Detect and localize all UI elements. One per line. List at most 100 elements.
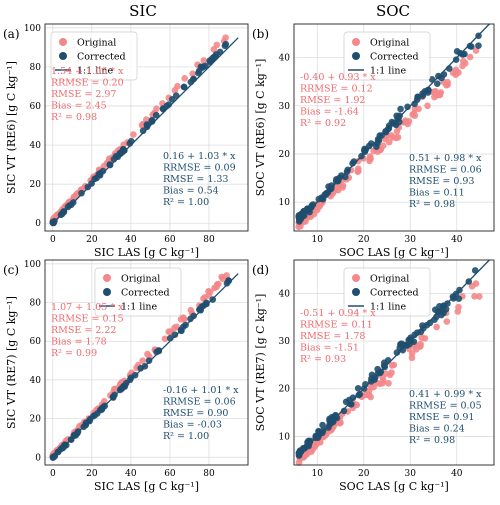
original-point bbox=[218, 273, 225, 281]
y-tick-label: 60 bbox=[30, 102, 42, 112]
one-to-one-line bbox=[298, 259, 490, 456]
original-point bbox=[200, 57, 208, 64]
x-tick-label: 80 bbox=[203, 235, 215, 245]
y-tick-label: 10 bbox=[279, 432, 291, 442]
x-tick-label: 0 bbox=[50, 469, 56, 479]
y-tick-label: 80 bbox=[30, 63, 42, 73]
legend-corrected-marker bbox=[352, 52, 360, 60]
one-to-one-line bbox=[52, 37, 239, 224]
original-point bbox=[179, 314, 187, 321]
corrected-point bbox=[137, 364, 144, 372]
corrected-point bbox=[152, 111, 160, 119]
x-tick-label: 20 bbox=[358, 235, 370, 245]
legend-original-label: Original bbox=[370, 274, 409, 285]
corrected-point bbox=[319, 421, 326, 429]
y-tick-label: 80 bbox=[30, 299, 42, 309]
original-point bbox=[431, 93, 438, 101]
original-point bbox=[100, 162, 108, 170]
stats-corrected-line: RRMSE = 0.06 bbox=[163, 397, 236, 408]
original-point bbox=[389, 134, 397, 141]
corrected-point bbox=[118, 149, 126, 156]
x-tick-label: 80 bbox=[203, 469, 215, 479]
stats-corrected-line: -0.16 + 1.01 * x bbox=[163, 385, 239, 396]
stats-original-line: R² = 0.98 bbox=[51, 112, 97, 123]
corrected-point bbox=[197, 63, 205, 71]
original-point bbox=[313, 440, 320, 448]
corrected-point bbox=[393, 349, 401, 356]
corrected-point bbox=[466, 42, 474, 50]
stats-original-line: RRMSE = 0.20 bbox=[51, 78, 124, 89]
stats-corrected-line: RRMSE = 0.09 bbox=[163, 163, 236, 174]
original-point bbox=[408, 349, 416, 357]
original-point bbox=[412, 346, 420, 353]
corrected-point bbox=[399, 346, 407, 354]
original-point bbox=[405, 117, 413, 125]
y-tick-label: 10 bbox=[279, 198, 291, 208]
stats-corrected-line: 0.41 + 0.99 * x bbox=[409, 389, 482, 400]
x-axis-label: SOC LAS [g C kg⁻¹] bbox=[339, 246, 449, 259]
stats-corrected-line: Bias = 0.11 bbox=[409, 188, 465, 199]
corrected-point bbox=[354, 384, 362, 392]
original-point bbox=[376, 380, 384, 387]
stats-corrected-line: RMSE = 0.91 bbox=[409, 412, 474, 423]
panel-c: 0 20 40 60 80 0 20 40 60 80 100 (c) Original Correcte… bbox=[3, 259, 249, 493]
corrected-point bbox=[143, 121, 151, 128]
original-point bbox=[443, 318, 451, 325]
stats-corrected-line: RMSE = 1.33 bbox=[163, 174, 228, 185]
corrected-point bbox=[398, 340, 405, 347]
original-point bbox=[171, 87, 179, 94]
panel-label: (c) bbox=[3, 263, 19, 277]
y-tick-label: 20 bbox=[30, 180, 42, 190]
original-point bbox=[210, 46, 218, 53]
legend-original-label: Original bbox=[121, 274, 160, 285]
plot-frame bbox=[293, 23, 495, 232]
panel-a: 0 20 40 60 80 0 20 40 60 80 100 (a) Original Correcte… bbox=[3, 23, 249, 259]
stats-corrected-line: Bias = -0.03 bbox=[163, 420, 222, 431]
x-tick-label: 20 bbox=[86, 235, 98, 245]
x-tick-label: 40 bbox=[451, 235, 463, 245]
legend-original-marker bbox=[352, 274, 360, 282]
corrected-point bbox=[440, 71, 448, 78]
original-point bbox=[454, 308, 462, 315]
x-tick-label: 40 bbox=[125, 469, 137, 479]
y-tick-label: 0 bbox=[35, 219, 41, 229]
stats-original-line: Bias = -1.51 bbox=[300, 343, 359, 354]
stats-original-line: -0.40 + 0.93 * x bbox=[300, 72, 376, 83]
corrected-point bbox=[356, 390, 364, 398]
column-title-sic: SIC bbox=[129, 2, 157, 20]
legend-original-marker bbox=[103, 274, 111, 282]
original-point bbox=[390, 361, 398, 369]
x-tick-label: 30 bbox=[405, 469, 417, 479]
corrected-point bbox=[297, 214, 304, 221]
x-tick-label: 60 bbox=[164, 235, 176, 245]
stats-original-line: 1.07 + 1.05 * x bbox=[51, 302, 124, 313]
stats-original-line: Bias = 2.45 bbox=[51, 101, 107, 112]
original-point bbox=[153, 105, 160, 112]
stats-corrected-line: Bias = 0.54 bbox=[163, 186, 219, 197]
original-point bbox=[161, 335, 169, 343]
stats-corrected-line: 0.16 + 1.03 * x bbox=[163, 151, 236, 162]
stats-corrected-line: R² = 0.98 bbox=[409, 435, 455, 446]
corrected-point bbox=[127, 137, 135, 145]
legend-corrected-marker bbox=[59, 52, 67, 60]
original-point bbox=[418, 334, 425, 341]
legend-one-to-one-label: 1:1 line bbox=[370, 66, 407, 77]
original-point bbox=[424, 102, 431, 110]
original-point bbox=[436, 91, 443, 98]
corrected-point bbox=[306, 439, 314, 446]
legend-box bbox=[94, 267, 182, 317]
stats-corrected-line: R² = 1.00 bbox=[163, 197, 209, 208]
x-tick-label: 0 bbox=[50, 235, 56, 245]
original-point bbox=[385, 379, 392, 387]
corrected-point bbox=[327, 185, 335, 192]
legend-corrected-label: Corrected bbox=[370, 52, 419, 63]
original-point bbox=[459, 57, 467, 65]
plot-frame bbox=[44, 23, 249, 232]
corrected-point bbox=[411, 331, 418, 339]
y-tick-label: 100 bbox=[24, 24, 41, 34]
corrected-point bbox=[322, 191, 330, 199]
y-tick-label: 30 bbox=[279, 102, 291, 112]
original-point bbox=[367, 155, 374, 162]
y-tick-label: 40 bbox=[30, 376, 42, 386]
x-tick-label: 20 bbox=[358, 469, 370, 479]
